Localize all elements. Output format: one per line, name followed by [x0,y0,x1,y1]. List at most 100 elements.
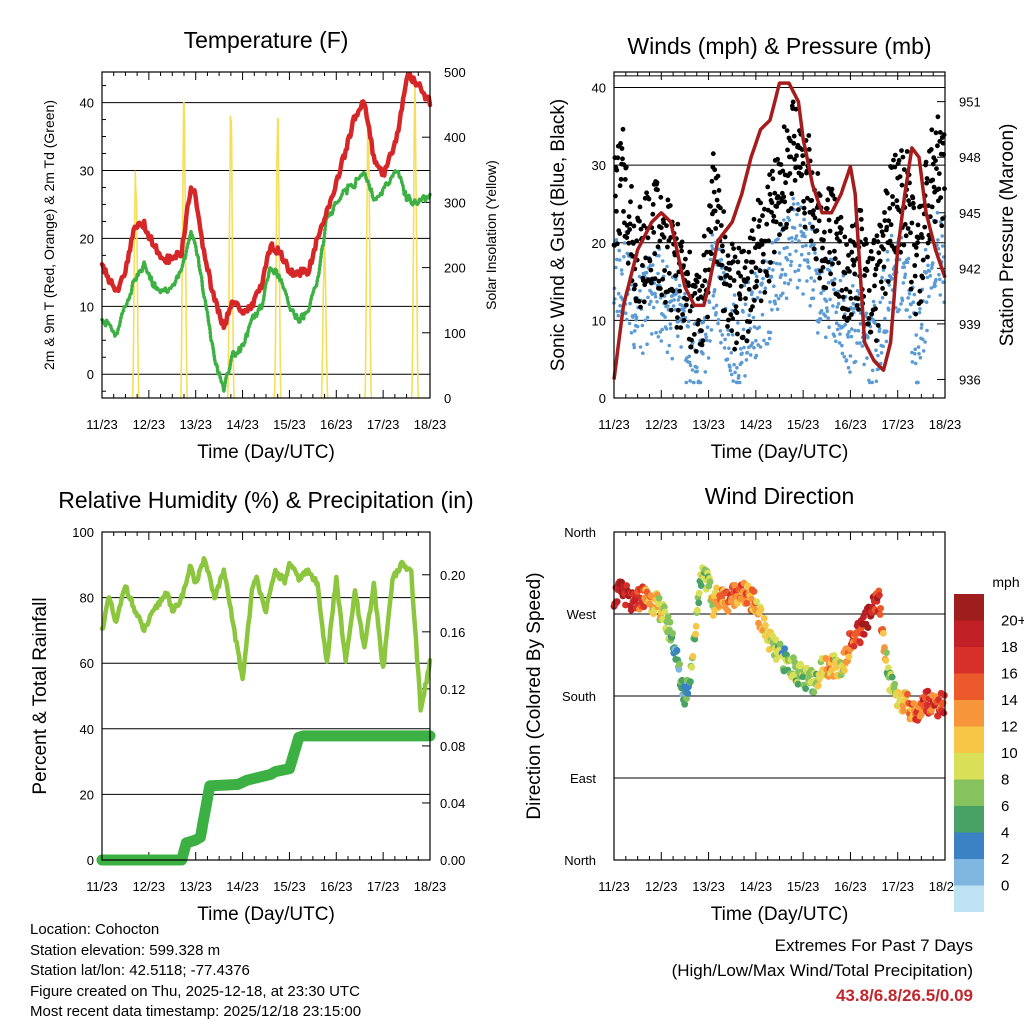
x-tick-label: 15/23 [273,417,306,432]
direction-point [776,640,784,648]
wind-point [684,380,689,385]
wind-point [773,301,777,306]
wind-point [906,296,910,300]
location-text: Location: Cohocton [30,921,160,938]
gust-point [811,208,816,214]
gust-point [643,255,649,261]
wind-point [847,330,851,334]
direction-point [802,685,809,692]
direction-point [845,653,853,660]
gust-point [849,249,855,255]
wind-point [912,351,917,356]
wind-point [885,329,889,334]
humidity-xlabel: Time (Day/UTC) [197,904,335,925]
wind-point [828,297,832,302]
gust-point [842,270,848,276]
wind-point [900,298,905,303]
wind-point [630,283,634,287]
gust-point [840,294,846,300]
gust-point [820,245,825,251]
gust-point [873,306,878,312]
gust-point [805,195,810,201]
gust-point [940,140,946,146]
direction-point [684,689,692,697]
wind-point [794,234,799,238]
y-right-tick-label: 945 [959,206,981,221]
wind-point [729,372,734,377]
x-tick-label: 14/23 [740,879,773,894]
wind-point [781,291,785,296]
direction-point [772,636,780,643]
gust-point [869,311,875,317]
extremes-title: Extremes For Past 7 Days [774,936,973,955]
gust-point [863,237,868,242]
gust-point [832,248,837,254]
gust-point [637,218,642,224]
x-tick-label: 18/23 [929,879,962,894]
wind-point [790,240,795,244]
gust-point [628,199,633,205]
wind-point [711,247,715,251]
gust-point [670,288,676,294]
gust-point [722,308,727,313]
wind-direction-xlabel: Time (Day/UTC) [711,904,849,925]
wind-point [848,354,853,358]
wind-point [846,365,851,370]
wind-point [927,294,931,299]
wind-point [838,332,842,336]
gust-point [903,233,909,239]
y-right-tick-label: 100 [444,326,466,341]
gust-point [764,273,770,278]
y-tick-label: 20 [592,236,606,251]
gust-point [738,273,744,279]
gust-point [641,223,647,229]
gust-point [918,299,924,305]
gust-point [705,314,710,320]
gust-point [838,230,843,236]
gust-point [936,171,942,177]
wind-point [930,261,935,265]
gust-point [757,268,763,274]
wind-point [667,343,672,348]
wind-point [779,273,784,277]
latlon-text: Station lat/lon: 42.5118; -77.4376 [30,962,250,979]
solar-insolation-line [226,115,235,399]
extremes-values: 43.8/6.8/26.5/0.09 [835,986,973,1005]
gust-point [762,206,767,212]
x-tick-label: 13/23 [692,879,725,894]
wind-point [618,303,622,308]
gust-point [677,288,683,294]
gust-point [720,248,726,254]
gust-point [621,209,626,214]
wind-point [788,278,793,282]
gust-point [784,128,790,134]
wind-point [616,291,621,296]
gust-point [908,286,914,292]
y-right-tick-label: 948 [959,150,981,165]
direction-point [640,603,648,611]
wind-point [615,309,620,314]
gust-point [940,216,945,222]
x-tick-label: 15/23 [273,879,306,894]
wind-point [840,351,845,356]
wind-point [711,294,716,298]
gust-point [718,275,724,281]
direction-point [687,678,694,685]
wind-point [842,355,847,359]
humidity-ylabel: Percent & Total Rainfall [30,597,51,794]
wind-point [637,274,642,279]
gust-point [675,221,681,227]
gust-point [634,238,640,244]
gust-point [878,279,884,285]
wind-point [782,218,786,222]
y-tick-label: 20 [80,231,94,246]
solar-insolation-line [364,117,373,399]
direction-point [709,612,717,619]
wind-point [701,351,705,356]
x-tick-label: 12/23 [645,417,678,432]
wind-point [833,277,837,281]
wind-point [794,249,798,253]
wind-point [638,345,643,349]
wind-point [686,324,690,329]
wind-point [886,258,890,262]
